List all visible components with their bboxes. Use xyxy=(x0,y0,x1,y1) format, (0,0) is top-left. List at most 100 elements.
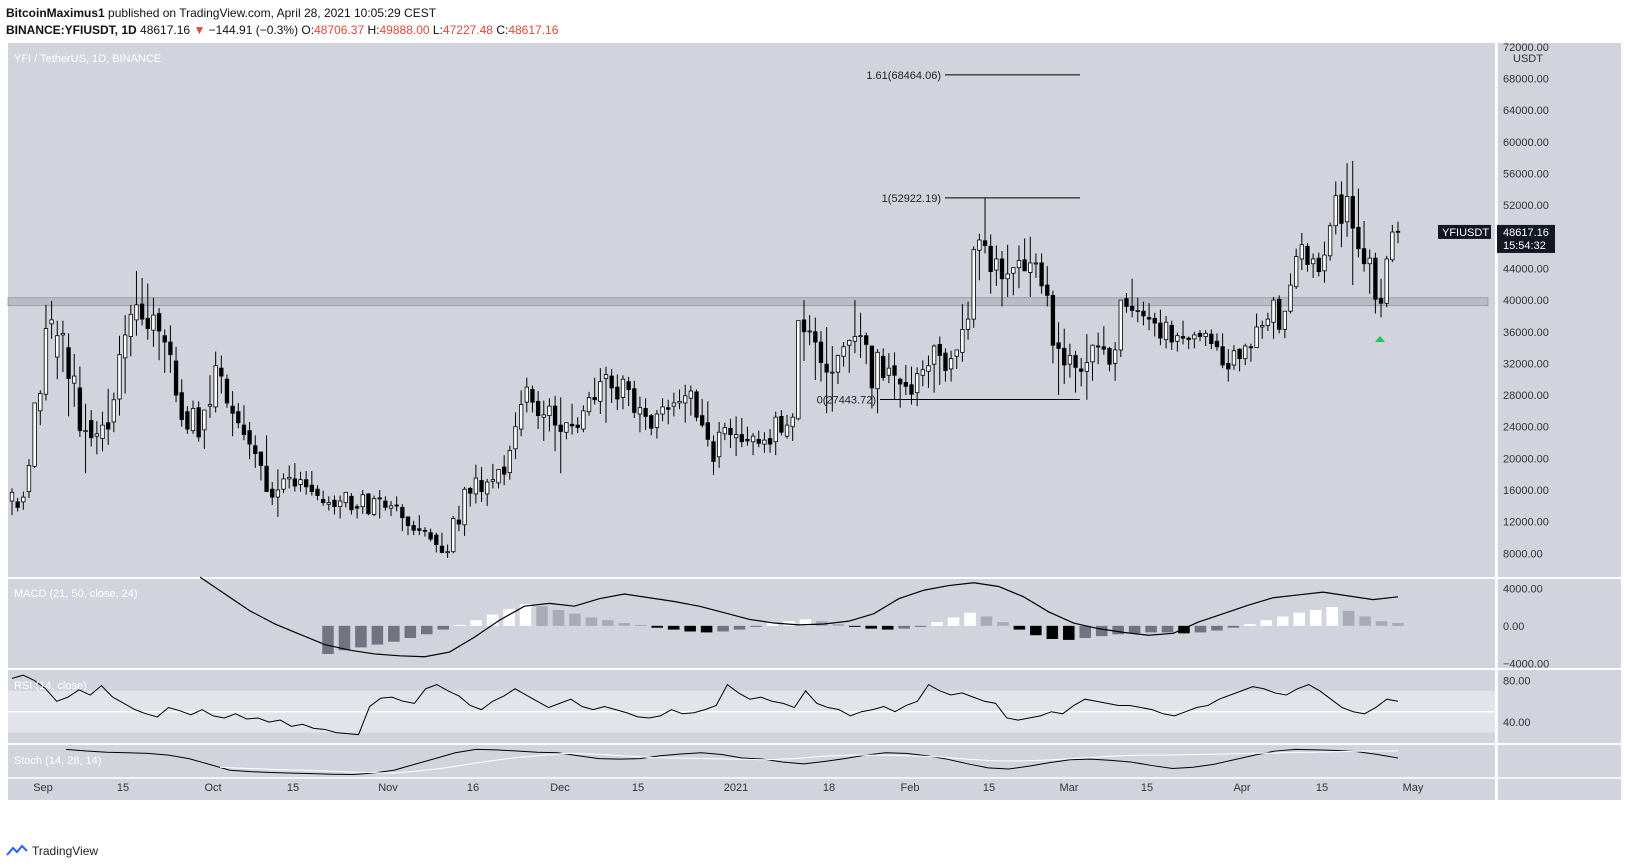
macd-histogram-bar xyxy=(421,625,433,635)
candle-bullish xyxy=(207,404,213,407)
candle-bullish xyxy=(485,481,490,495)
candle-bullish xyxy=(954,349,959,357)
candle-bearish xyxy=(575,424,580,428)
author-name[interactable]: BitcoinMaximus1 xyxy=(6,6,105,20)
time-tick-label: May xyxy=(1403,782,1424,794)
candle-bullish xyxy=(1243,345,1248,360)
signal-arrow-icon xyxy=(1375,336,1385,342)
time-tick-label: 15 xyxy=(1141,782,1153,794)
candle-bullish xyxy=(716,431,722,458)
macd-histogram-bar xyxy=(404,625,417,639)
candle-bearish xyxy=(253,445,258,454)
candle-bearish xyxy=(569,423,575,427)
candle-bearish xyxy=(881,355,886,379)
high-label: H: xyxy=(367,23,380,37)
candle-bullish xyxy=(275,489,281,498)
candle-bearish xyxy=(626,381,631,390)
macd-histogram-bar xyxy=(997,622,1009,626)
candle-bullish xyxy=(1090,344,1095,363)
macd-histogram-bar xyxy=(486,614,499,626)
candle-bullish xyxy=(960,328,965,353)
candle-bullish xyxy=(994,258,999,271)
last-price-tag: 48617.16 xyxy=(1503,227,1549,239)
tradingview-logo-icon xyxy=(6,844,28,856)
footer-brand[interactable]: TradingView xyxy=(32,844,99,858)
candle-bullish xyxy=(281,478,286,490)
fib-level-label: 1.61(68464.06) xyxy=(866,70,941,82)
candle-bullish xyxy=(733,434,739,439)
macd-histogram-bar xyxy=(1392,623,1404,626)
candle-bearish xyxy=(535,400,541,417)
candle-bullish xyxy=(620,378,626,398)
macd-histogram-bar xyxy=(717,625,729,632)
candle-bearish xyxy=(468,487,473,494)
candle-bearish xyxy=(270,488,275,498)
candle-bearish xyxy=(224,378,230,404)
low-value: 47227.48 xyxy=(442,23,493,37)
macd-histogram-bar xyxy=(503,608,515,626)
symbol-tag: YFIUSDT xyxy=(1442,227,1489,239)
macd-tick-label: −4000.00 xyxy=(1503,658,1549,670)
candle-bullish xyxy=(1390,231,1395,261)
macd-histogram-bar xyxy=(1178,625,1190,634)
macd-histogram-bar xyxy=(766,623,779,626)
macd-histogram-bar xyxy=(536,606,548,626)
price-tick-label: 32000.00 xyxy=(1503,358,1549,370)
candle-bullish xyxy=(852,336,858,342)
candle-bullish xyxy=(547,405,552,417)
candle-bullish xyxy=(496,469,501,484)
macd-histogram-bar xyxy=(1342,610,1355,626)
macd-histogram-bar xyxy=(1277,616,1289,626)
candle-bearish xyxy=(1226,362,1231,370)
candle-bearish xyxy=(1050,294,1056,346)
candle-bearish xyxy=(417,528,422,531)
stoch-d-line xyxy=(219,750,1398,774)
candle-bearish xyxy=(247,430,252,445)
macd-histogram-bar xyxy=(1013,625,1026,630)
candle-bearish xyxy=(632,388,637,413)
stoch-pane-bg xyxy=(8,745,1495,778)
candle-bearish xyxy=(892,365,897,376)
price-tick-label: 72000.00 xyxy=(1503,42,1549,54)
candle-bullish xyxy=(462,488,467,526)
macd-histogram-bar xyxy=(371,625,384,645)
candle-bullish xyxy=(111,399,116,423)
currency-label: USDT xyxy=(1513,53,1543,65)
candle-bearish xyxy=(1373,257,1378,300)
candle-bullish xyxy=(1310,258,1316,265)
time-tick-label: 15 xyxy=(117,782,129,794)
macd-tick-label: 0.00 xyxy=(1503,621,1524,633)
price-pane-bg xyxy=(8,43,1495,577)
candle-bullish xyxy=(298,479,303,485)
candle-bearish xyxy=(1361,248,1367,265)
high-value: 49888.00 xyxy=(379,23,430,37)
candle-bullish xyxy=(1254,326,1259,348)
candle-bearish xyxy=(422,529,428,532)
candle-bullish xyxy=(586,397,592,413)
rsi-line xyxy=(11,674,1399,736)
macd-histogram-bar xyxy=(1260,620,1273,626)
macd-histogram-bar xyxy=(1112,625,1124,635)
candle-bearish xyxy=(292,478,298,487)
macd-histogram-bar xyxy=(355,625,367,648)
change-value: −144.91 (−0.3%) xyxy=(208,23,299,37)
candle-bearish xyxy=(366,493,371,515)
candle-bullish xyxy=(43,328,49,395)
candle-bullish xyxy=(190,408,196,432)
macd-histogram-bar xyxy=(1359,616,1371,626)
candle-bearish xyxy=(779,416,784,433)
candle-bearish xyxy=(1350,196,1355,229)
macd-histogram-bar xyxy=(832,623,845,626)
candle-bullish xyxy=(920,369,925,376)
candle-bullish xyxy=(151,314,156,331)
candle-bearish xyxy=(439,545,445,553)
candle-bearish xyxy=(609,375,614,389)
macd-histogram-bar xyxy=(322,625,334,654)
fib-level-label: 0(27443.72) xyxy=(817,394,876,406)
candle-bullish xyxy=(1344,196,1350,223)
candle-bearish xyxy=(700,415,705,426)
time-tick-label: 15 xyxy=(983,782,995,794)
candle-bullish xyxy=(524,386,529,403)
macd-histogram-bar xyxy=(1244,623,1256,626)
